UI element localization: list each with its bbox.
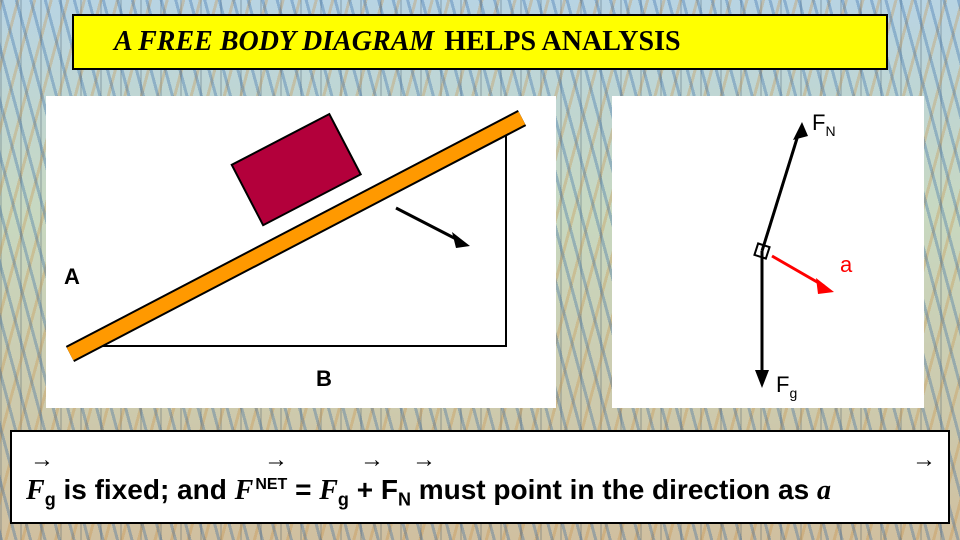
eq-a: a — [817, 475, 831, 506]
eq-f2: F — [235, 475, 254, 506]
title-box: A FREE BODY DIAGRAM HELPS ANALYSIS — [72, 14, 888, 70]
a-label: a — [840, 252, 853, 277]
eq-eq: = — [287, 474, 319, 505]
slide: A FREE BODY DIAGRAM HELPS ANALYSIS A B — [0, 0, 960, 540]
label-a: A — [64, 264, 80, 289]
fbd-svg: FN Fg a — [612, 96, 924, 408]
eq-tail: must point in the direction as — [411, 474, 817, 505]
eq-plus: + — [349, 474, 381, 505]
eq-fg3-sub: g — [338, 490, 349, 510]
eq-fg1-sub: g — [45, 490, 56, 510]
fn-vector — [762, 122, 808, 251]
incline-svg: A B — [46, 96, 556, 408]
vec-arrow-1: → — [30, 446, 54, 474]
eq-fg3: F — [319, 475, 338, 506]
eq-fn-sub: N — [398, 490, 411, 510]
eq-fn: F — [381, 474, 398, 505]
vec-arrow-5: → — [912, 446, 936, 474]
title-plain: HELPS ANALYSIS — [444, 26, 680, 58]
vec-arrow-4: → — [412, 446, 436, 474]
fg-label: Fg — [776, 372, 797, 401]
fn-label: FN — [812, 110, 836, 139]
vec-arrow-3: → — [360, 446, 384, 474]
equation-box: → → → → → Fg is fixed; and FNET = Fg + F… — [10, 430, 950, 524]
fbd-diagram: FN Fg a — [612, 96, 924, 408]
eq-net: NET — [255, 476, 287, 493]
equation-text: Fg is fixed; and FNET = Fg + FN must poi… — [26, 474, 831, 511]
a-vector — [772, 256, 834, 294]
fg-vector — [755, 251, 769, 388]
label-b: B — [316, 366, 332, 391]
eq-isfixed: is fixed; and — [56, 474, 235, 505]
title-italic: A FREE BODY DIAGRAM — [114, 26, 434, 58]
incline-diagram: A B — [46, 96, 556, 408]
eq-fg1: F — [26, 475, 45, 506]
vec-arrow-2: → — [264, 446, 288, 474]
